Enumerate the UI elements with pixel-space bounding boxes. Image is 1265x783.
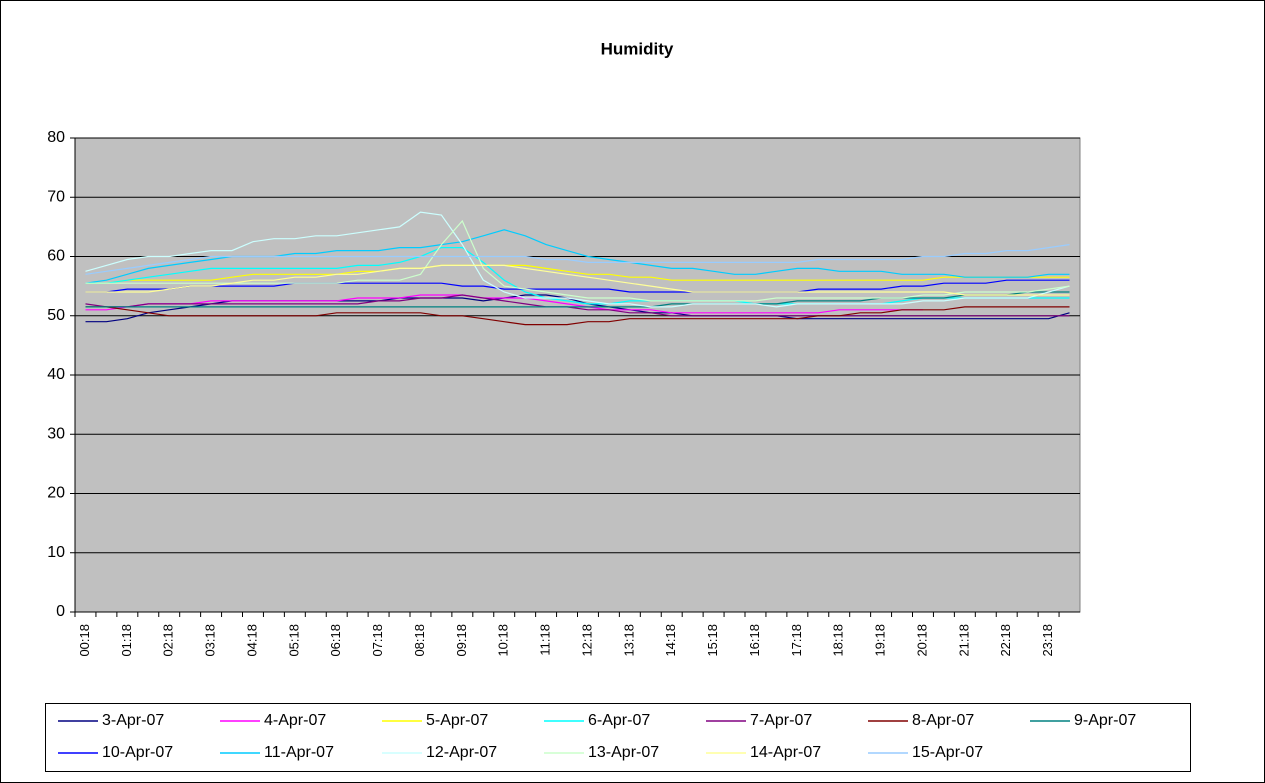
y-tick-label: 20 (47, 485, 65, 502)
legend-label: 3-Apr-07 (102, 712, 164, 729)
x-tick-label: 00:18 (77, 624, 92, 657)
x-tick-label: 06:18 (328, 624, 343, 657)
legend-label: 9-Apr-07 (1074, 712, 1136, 729)
x-tick-label: 12:18 (579, 624, 594, 657)
y-tick-label: 10 (47, 544, 65, 561)
x-tick-label: 15:18 (705, 624, 720, 657)
x-tick-label: 18:18 (831, 624, 846, 657)
legend-label: 11-Apr-07 (264, 744, 334, 761)
legend-label: 4-Apr-07 (264, 712, 326, 729)
series-line (85, 294, 1070, 317)
legend-label: 10-Apr-07 (102, 744, 173, 761)
y-tick-label: 50 (47, 307, 65, 324)
x-tick-label: 09:18 (454, 624, 469, 657)
x-tick-label: 10:18 (496, 624, 511, 657)
x-tick-label: 05:18 (286, 624, 301, 657)
legend-label: 8-Apr-07 (912, 712, 974, 729)
x-tick-label: 23:18 (1040, 624, 1055, 657)
series-line (85, 264, 1070, 284)
legend-box (45, 703, 1191, 772)
series-line (85, 264, 1070, 296)
x-tick-label: 07:18 (370, 624, 385, 657)
legend-label: 5-Apr-07 (426, 712, 488, 729)
x-tick-label: 22:18 (998, 624, 1013, 657)
series-line (85, 211, 1070, 308)
x-tick-label: 04:18 (244, 624, 259, 657)
x-tick-label: 21:18 (956, 624, 971, 657)
series-line (85, 219, 1070, 302)
x-tick-label: 17:18 (789, 624, 804, 657)
x-tick-label: 02:18 (161, 624, 176, 657)
x-tick-label: 16:18 (747, 624, 762, 657)
x-tick-label: 19:18 (873, 624, 888, 657)
y-tick-label: 60 (47, 248, 65, 265)
series-line (85, 247, 1070, 305)
chart-title: Humidity (601, 39, 674, 58)
legend-label: 15-Apr-07 (912, 744, 983, 761)
legend-label: 14-Apr-07 (750, 744, 821, 761)
legend-label: 6-Apr-07 (588, 712, 650, 729)
x-tick-label: 14:18 (663, 624, 678, 657)
series-line (85, 279, 1070, 293)
x-tick-label: 13:18 (621, 624, 636, 657)
x-tick-label: 08:18 (412, 624, 427, 657)
y-tick-label: 40 (47, 366, 65, 383)
series-line (85, 294, 923, 314)
x-tick-label: 03:18 (203, 624, 218, 657)
y-tick-label: 0 (56, 603, 65, 620)
y-tick-label: 80 (47, 129, 65, 146)
legend-label: 12-Apr-07 (426, 744, 497, 761)
legend-label: 13-Apr-07 (588, 744, 659, 761)
y-tick-label: 30 (47, 425, 65, 442)
y-tick-label: 70 (47, 188, 65, 205)
legend-label: 7-Apr-07 (750, 712, 812, 729)
series-line (85, 306, 1070, 326)
series-line (85, 244, 1070, 275)
x-tick-label: 20:18 (914, 624, 929, 657)
x-tick-label: 11:18 (538, 624, 553, 656)
x-tick-label: 01:18 (119, 624, 134, 657)
